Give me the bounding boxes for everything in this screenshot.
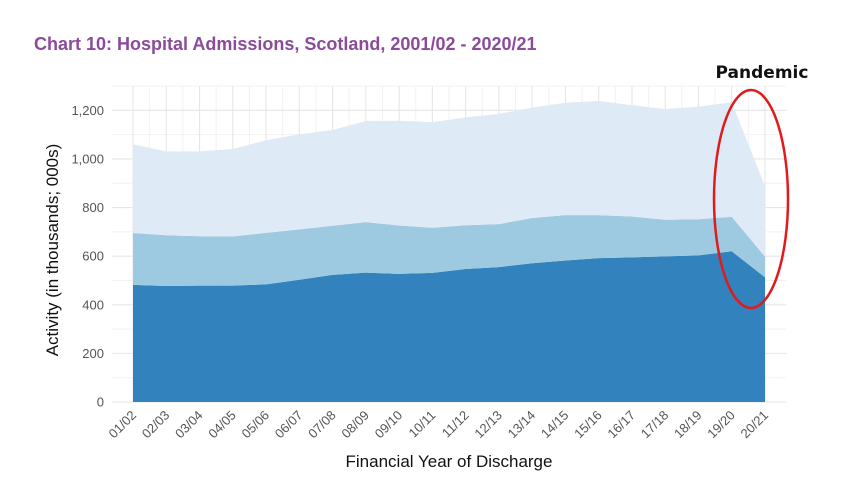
- y-tick-labels: 0 200 400 600 800 1,000 1,200: [71, 103, 104, 410]
- x-tick-labels: 01/02 02/03 03/04 04/05 05/06 06/07 07/08 08/09…: [106, 408, 772, 442]
- y-axis-title: Activity (in thousands; 000s): [43, 144, 62, 357]
- x-axis-title: Financial Year of Discharge: [346, 452, 553, 471]
- x-tick-label: 07/08: [305, 408, 339, 442]
- x-tick-label: 19/20: [704, 408, 738, 442]
- x-tick-label: 08/09: [338, 408, 372, 442]
- area-series: [133, 100, 765, 402]
- x-tick-label: 09/10: [372, 408, 406, 442]
- area-layer-1: [133, 251, 765, 402]
- x-tick-label: 01/02: [106, 408, 140, 442]
- x-tick-label: 10/11: [406, 408, 439, 441]
- y-tick-label: 800: [82, 200, 104, 215]
- x-tick-label: 04/05: [205, 408, 239, 442]
- x-tick-label: 14/15: [538, 408, 572, 442]
- y-tick-label: 400: [82, 297, 104, 312]
- y-tick-label: 0: [97, 395, 104, 410]
- x-tick-label: 17/18: [638, 408, 672, 442]
- chart-title: Chart 10: Hospital Admissions, Scotland,…: [34, 34, 537, 54]
- pandemic-label: Pandemic: [716, 63, 809, 83]
- x-tick-label: 20/21: [738, 408, 772, 442]
- area-layer-2: [133, 215, 765, 287]
- y-tick-label: 1,000: [71, 151, 104, 166]
- x-tick-label: 02/03: [139, 408, 173, 442]
- x-tick-label: 11/12: [439, 408, 472, 441]
- x-tick-label: 06/07: [272, 408, 306, 442]
- x-tick-label: 13/14: [505, 408, 539, 442]
- x-tick-label: 05/06: [239, 408, 273, 442]
- y-tick-label: 200: [82, 346, 104, 361]
- x-tick-label: 16/17: [604, 408, 638, 442]
- x-tick-label: 18/19: [671, 408, 705, 442]
- x-tick-label: 03/04: [172, 408, 206, 442]
- pandemic-ellipse: [712, 88, 790, 310]
- x-tick-label: 12/13: [471, 408, 505, 442]
- area-layer-3: [133, 100, 765, 257]
- x-tick-label: 15/16: [571, 408, 605, 442]
- y-tick-label: 600: [82, 249, 104, 264]
- y-tick-label: 1,200: [71, 103, 104, 118]
